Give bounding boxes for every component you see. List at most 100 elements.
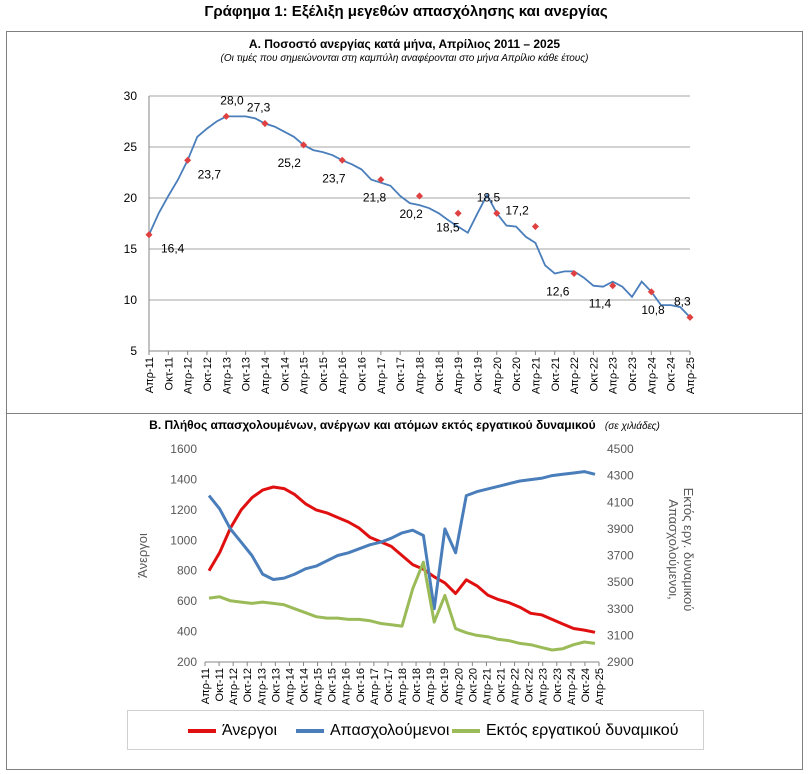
x-tick-label-b: Οκτ-14: [299, 668, 311, 702]
employment-counts-panel: Β. Πλήθος απασχολουμένων, ανέργων και ατ…: [6, 413, 803, 770]
april-marker: [261, 120, 269, 128]
x-tick-label-a: Απρ-20: [492, 357, 504, 394]
april-marker: [570, 269, 578, 278]
april-value-label: 10,8: [641, 303, 665, 317]
y-tick-label-a: 25: [124, 140, 138, 154]
x-tick-label-b: Οκτ-12: [242, 668, 254, 702]
x-tick-label-b: Απρ-25: [594, 668, 606, 705]
y-tick-label-right-b: 4100: [607, 495, 634, 509]
april-marker: [609, 282, 617, 290]
x-tick-label-a: Απρ-14: [260, 357, 272, 394]
april-marker: [647, 288, 655, 296]
y-tick-label-a: 30: [124, 89, 138, 103]
y-tick-label-a: 15: [124, 242, 138, 256]
chart-b-plot: 200 400 600 800 1000 1200 1400 1600 2900 3100 3300…: [135, 442, 696, 705]
x-tick-label-b: Απρ-15: [313, 668, 325, 705]
y-tick-label-left-b: 800: [177, 564, 197, 578]
y-axis-title-left-b: Άνεργοι: [135, 533, 150, 578]
y-tick-label-left-b: 200: [177, 655, 197, 669]
april-marker: [338, 156, 346, 164]
x-tick-label-a: Οκτ-11: [163, 357, 175, 390]
y-tick-label-right-b: 4300: [607, 469, 634, 483]
x-tick-label-a: Οκτ-24: [666, 357, 678, 391]
april-value-label: 20,2: [400, 207, 424, 221]
april-value-label: 12,6: [546, 284, 570, 298]
x-tick-label-b: Οκτ-22: [524, 668, 536, 702]
x-tick-label-b: Απρ-24: [566, 668, 578, 705]
chart-b-title: Β. Πλήθος απασχολουμένων, ανέργων και ατ…: [149, 418, 596, 432]
x-tick-label-a: Οκτ-19: [472, 357, 484, 391]
y-tick-label-right-b: 3100: [607, 628, 634, 642]
x-tick-label-a: Οκτ-18: [434, 357, 446, 391]
april-marker: [493, 209, 501, 217]
y-tick-label-right-b: 2900: [607, 655, 634, 669]
employed-line: [207, 470, 596, 611]
x-tick-label-b: Οκτ-24: [580, 668, 592, 702]
legend-item-employed: Απασχολούμενοι: [296, 722, 449, 740]
y-tick-label-right-b: 4500: [607, 442, 634, 456]
legend-label-employed: Απασχολούμενοι: [330, 722, 450, 739]
x-tick-label-b: Απρ-14: [284, 668, 296, 705]
chart-b-title-row: Β. Πλήθος απασχολουμένων, ανέργων και ατ…: [7, 418, 802, 432]
april-value-label: 28,0: [220, 93, 244, 107]
x-tick-label-a: Οκτ-12: [202, 357, 214, 391]
april-marker: [686, 313, 694, 321]
april-value-label: 23,7: [322, 171, 346, 185]
unemployment-rate-line: [148, 115, 691, 318]
april-marker: [145, 231, 153, 239]
x-tick-label-a: Οκτ-14: [279, 357, 291, 391]
x-tick-label-a: Απρ-11: [144, 357, 156, 393]
x-tick-label-a: Απρ-21: [530, 357, 542, 394]
april-value-label: 27,3: [247, 101, 271, 115]
x-tick-label-b: Οκτ-19: [439, 668, 451, 702]
x-tick-label-a: Απρ-15: [299, 357, 311, 394]
x-tick-label-b: Απρ-18: [397, 668, 409, 705]
y-tick-label-right-b: 3300: [607, 602, 634, 616]
x-tick-label-b: Απρ-12: [228, 668, 240, 705]
x-tick-label-b: Οκτ-23: [552, 668, 564, 702]
x-tick-label-a: Απρ-12: [183, 357, 195, 394]
unemployed-line: [207, 485, 596, 634]
april-value-label: 18,5: [436, 220, 460, 234]
x-tick-label-b: Απρ-21: [481, 668, 493, 705]
april-value-label: 8,3: [674, 294, 691, 308]
april-value-label: 21,8: [363, 191, 387, 205]
x-tick-label-b: Οκτ-21: [496, 668, 508, 702]
april-marker: [377, 176, 385, 184]
legend-swatch-unemployed: [188, 729, 216, 733]
x-tick-label-a: Απρ-17: [376, 357, 388, 394]
inactive-line: [208, 560, 596, 652]
x-tick-label-a: Απρ-16: [337, 357, 349, 394]
legend-label-inactive: Εκτός εργατικού δυναμικού: [486, 722, 679, 739]
x-tick-label-a: Οκτ-21: [550, 357, 562, 391]
x-tick-label-a: Απρ-25: [685, 357, 697, 394]
legend-label-unemployed: Άνεργοι: [222, 722, 278, 739]
y-tick-label-a: 20: [124, 191, 138, 205]
y-tick-label-a: 10: [124, 293, 138, 307]
unemployment-rate-panel: Α. Ποσοστό ανεργίας κατά μήνα, Απρίλιος …: [6, 31, 803, 414]
chart-a-plot: 5 10 15 20 25 30 Απρ-11 Οκτ-11 Απρ-12 Οκτ-12 Απρ-1…: [124, 89, 697, 394]
x-tick-label-a: Απρ-13: [221, 357, 233, 394]
april-marker: [415, 192, 424, 200]
april-marker: [222, 112, 230, 120]
april-value-label: 11,4: [589, 297, 612, 311]
april-value-label: 23,7: [198, 167, 222, 181]
x-tick-label-a: Οκτ-17: [395, 357, 407, 391]
x-tick-label-a: Οκτ-23: [627, 357, 639, 391]
april-marker: [300, 141, 308, 149]
x-tick-label-b: Απρ-13: [256, 668, 268, 705]
legend-item-inactive: Εκτός εργατικού δυναμικού: [452, 722, 678, 740]
y-tick-label-left-b: 1200: [170, 503, 197, 517]
x-tick-label-b: Απρ-19: [425, 668, 437, 705]
y-tick-label-left-b: 1600: [170, 442, 197, 456]
x-tick-label-a: Απρ-18: [415, 357, 427, 394]
x-tick-label-b: Απρ-20: [453, 668, 465, 705]
x-tick-label-b: Απρ-22: [510, 668, 522, 705]
april-value-label: 17,2: [505, 204, 529, 218]
x-tick-label-a: Απρ-24: [646, 357, 658, 394]
x-tick-label-b: Οκτ-13: [270, 668, 282, 702]
x-tick-label-a: Οκτ-16: [357, 357, 369, 391]
y-tick-label-left-b: 400: [177, 625, 197, 639]
april-value-label: 25,2: [278, 156, 302, 170]
chart-a-subtitle: (Οι τιμές που σημειώνονται στη καμπύλη α…: [220, 53, 589, 64]
